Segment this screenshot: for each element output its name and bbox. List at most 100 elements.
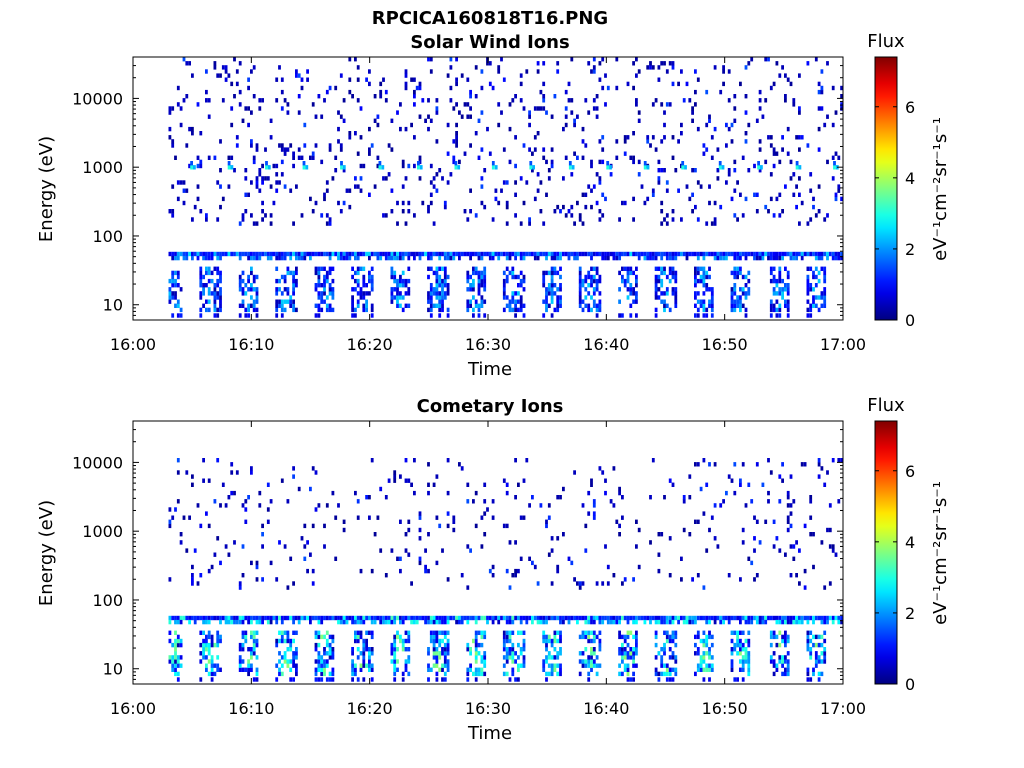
heatmap-cell	[823, 274, 827, 280]
heatmap-cell	[171, 313, 175, 318]
heatmap-cell	[550, 615, 554, 621]
heatmap-cell	[365, 307, 368, 313]
heatmap-cell	[295, 283, 298, 288]
heatmap-cell	[466, 299, 470, 304]
heatmap-cell	[769, 659, 773, 664]
heatmap-cell	[806, 283, 810, 288]
heatmap-cell	[460, 73, 464, 78]
heatmap-cell	[494, 251, 498, 257]
heatmap-cell	[702, 303, 706, 308]
heatmap-cell	[710, 642, 714, 648]
heatmap-cell	[573, 251, 576, 257]
heatmap-cell	[629, 270, 633, 276]
heatmap-cell	[654, 667, 658, 672]
heatmap-cell	[741, 615, 745, 621]
heatmap-cell	[747, 251, 751, 257]
heatmap-cell	[576, 251, 579, 257]
heatmap-cell	[806, 274, 810, 280]
heatmap-cell	[441, 283, 444, 288]
heatmap-cell	[621, 274, 624, 280]
heatmap-cell	[671, 81, 675, 87]
heatmap-cell	[536, 131, 540, 136]
heatmap-cell	[196, 581, 200, 586]
heatmap-cell	[621, 659, 624, 664]
heatmap-cell	[283, 638, 287, 644]
heatmap-cell	[348, 131, 352, 136]
heatmap-cell	[632, 577, 635, 582]
heatmap-cell	[831, 122, 835, 128]
heatmap-cell	[314, 200, 318, 206]
heatmap-cell	[671, 667, 675, 672]
heatmap-cell	[727, 126, 731, 132]
heatmap-cell	[480, 255, 484, 261]
heatmap-cell	[286, 147, 290, 152]
heatmap-cell	[280, 303, 284, 308]
heatmap-cell	[247, 255, 250, 261]
heatmap-cell	[207, 630, 211, 635]
heatmap-cell	[458, 251, 461, 257]
heatmap-cell	[708, 200, 711, 206]
heatmap-cell	[390, 147, 394, 152]
heatmap-cell	[547, 655, 551, 660]
colorbar-tick-label: 4	[905, 169, 915, 188]
heatmap-cell	[443, 204, 447, 210]
heatmap-cell	[568, 161, 572, 166]
heatmap-cell	[542, 619, 546, 625]
heatmap-cell	[598, 61, 602, 66]
heatmap-cell	[393, 474, 397, 479]
heatmap-cell	[443, 651, 447, 656]
heatmap-cell	[252, 278, 256, 284]
heatmap-cell	[671, 615, 675, 621]
heatmap-cell	[370, 568, 374, 574]
heatmap-cell	[592, 251, 596, 257]
heatmap-cell	[185, 94, 189, 99]
heatmap-cell	[463, 615, 467, 621]
heatmap-cell	[244, 291, 248, 296]
heatmap-cell	[199, 274, 203, 280]
heatmap-cell	[381, 165, 385, 170]
heatmap-cell	[261, 615, 264, 621]
heatmap-cell	[567, 619, 571, 625]
heatmap-cell	[435, 655, 439, 660]
heatmap-cell	[592, 503, 596, 508]
heatmap-cell	[755, 619, 759, 625]
heatmap-cell	[410, 251, 413, 257]
heatmap-cell	[213, 266, 217, 271]
heatmap-cell	[202, 478, 205, 483]
heatmap-cell	[351, 313, 354, 318]
heatmap-cell	[196, 163, 200, 169]
heatmap-cell	[446, 647, 450, 652]
heatmap-cell	[331, 490, 335, 496]
heatmap-cell	[227, 619, 231, 625]
heatmap-cell	[545, 110, 548, 115]
heatmap-cell	[635, 313, 638, 318]
heatmap-cell	[252, 299, 256, 304]
heatmap-cell	[384, 213, 388, 218]
heatmap-cell	[480, 515, 484, 520]
heatmap-cell	[786, 126, 790, 132]
heatmap-cell	[255, 560, 259, 566]
heatmap-cell	[221, 251, 225, 257]
heatmap-cell	[244, 283, 248, 288]
heatmap-cell	[283, 184, 287, 189]
heatmap-cell	[216, 307, 220, 313]
heatmap-cell	[365, 663, 368, 668]
heatmap-cell	[266, 615, 270, 621]
heatmap-cell	[694, 89, 697, 95]
heatmap-cell	[809, 677, 813, 682]
heatmap-cell	[573, 122, 576, 128]
heatmap-cell	[348, 135, 352, 140]
heatmap-cell	[646, 255, 650, 261]
heatmap-cell	[320, 299, 324, 304]
heatmap-cell	[539, 503, 543, 508]
heatmap-cell	[179, 638, 183, 644]
heatmap-cell	[427, 462, 430, 467]
heatmap-cell	[716, 251, 720, 257]
heatmap-cell	[682, 527, 686, 533]
heatmap-cell	[553, 630, 557, 635]
y-tick-label: 10000	[72, 453, 123, 472]
heatmap-cell	[623, 577, 627, 582]
heatmap-cell	[553, 634, 557, 640]
heatmap-cell	[171, 283, 175, 288]
heatmap-cell	[207, 659, 211, 664]
